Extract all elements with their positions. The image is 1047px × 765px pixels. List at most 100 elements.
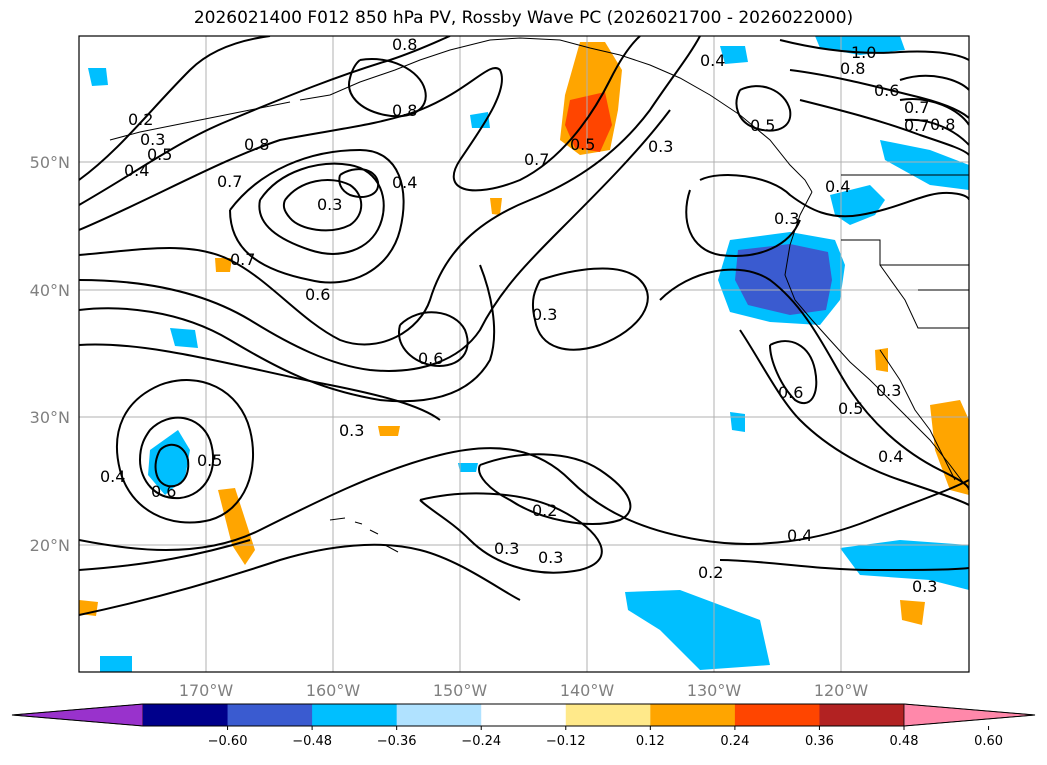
baja-peninsula (879, 349, 956, 481)
contour-27 (398, 311, 469, 367)
contour-7 (79, 343, 441, 421)
colorbar-bin (734, 704, 820, 726)
contour-6 (79, 264, 496, 403)
contour-label: 0.4 (700, 51, 725, 70)
contour-19 (719, 559, 969, 572)
state-borders (841, 174, 969, 329)
pos-anomaly-small-3 (900, 600, 925, 625)
colorbar-tick-label: 0.48 (890, 734, 919, 749)
lon-label-120w: 120°W (814, 681, 869, 700)
contour-22 (154, 443, 190, 488)
pos-anomaly-gulf-alaska-core (565, 92, 612, 152)
lon-labels: 170°W 160°W 150°W 140°W 130°W 120°W (179, 681, 869, 700)
contour-11 (419, 492, 603, 574)
contour-4 (79, 36, 701, 346)
contour-label: 0.4 (878, 447, 903, 466)
contour-label: 0.4 (100, 467, 125, 486)
contour-label: 0.5 (838, 399, 863, 418)
colorbar: −0.60 −0.48 −0.36 −0.24 −0.12 0.12 0.24 0.36 0.4… (11, 703, 1036, 749)
contour-18 (769, 340, 818, 405)
contour-label: 0.7 (230, 250, 255, 269)
contour-label: 0.3 (912, 577, 937, 596)
pv-contours (79, 36, 969, 616)
contour-label: 0.4 (787, 526, 812, 545)
contour-26 (338, 168, 380, 198)
contour-label: 0.8 (392, 35, 417, 54)
contour-label: 0.5 (750, 116, 775, 135)
contour-label: 0.6 (418, 349, 443, 368)
anomaly-shading (79, 36, 969, 672)
colorbar-tick-label: −0.24 (461, 734, 501, 749)
neg-anomaly-small-2 (470, 112, 490, 128)
lon-label-160w: 160°W (306, 681, 361, 700)
contour-label: 0.7 (904, 98, 929, 117)
contour-8 (79, 447, 969, 551)
colorbar-tick-label: 0.24 (720, 734, 749, 749)
contour-24 (258, 162, 385, 255)
colorbar-extend-high (903, 703, 1036, 727)
contour-17 (739, 329, 969, 506)
contour-label: 0.5 (570, 135, 595, 154)
contour-label: 0.3 (494, 539, 519, 558)
lon-label-170w: 170°W (179, 681, 234, 700)
contour-label: 0.7 (524, 150, 549, 169)
contour-label: 0.5 (197, 451, 222, 470)
lat-label-50n: 50°N (30, 153, 70, 172)
contour-2 (79, 36, 451, 206)
map-gridlines (79, 36, 969, 672)
neg-anomaly-ne-pacific-core (735, 244, 832, 315)
contour-label: 1.0 (851, 43, 876, 62)
contour-33 (899, 74, 969, 146)
contour-label: 0.3 (317, 195, 342, 214)
contour-label: 0.8 (930, 115, 955, 134)
contour-21 (138, 416, 215, 500)
hawaii (329, 517, 399, 553)
pos-anomaly-small-6 (490, 198, 502, 215)
colorbar-tick-label: 0.12 (636, 734, 665, 749)
contour-label: 0.3 (339, 421, 364, 440)
contour-16 (685, 189, 801, 257)
neg-anomaly-small-7 (100, 656, 132, 672)
contour-label: 0.8 (244, 135, 269, 154)
alaska-coast (299, 37, 813, 193)
colorbar-tick-label: −0.12 (546, 734, 586, 749)
contour-label: 0.2 (128, 110, 153, 129)
contour-13 (531, 267, 649, 351)
contour-label: 0.5 (147, 145, 172, 164)
lat-label-30n: 30°N (30, 408, 70, 427)
colorbar-bin (565, 704, 651, 726)
colorbar-bin (227, 704, 313, 726)
lat-label-20n: 20°N (30, 536, 70, 555)
colorbar-bin (819, 704, 905, 726)
pos-anomaly-small-5 (875, 348, 888, 372)
contour-25 (282, 179, 363, 232)
colorbar-tick-label: −0.36 (377, 734, 417, 749)
map-area: 1.0 0.8 0.8 0.4 0.8 0.7 0.6 0.5 0.7 0.8 … (79, 35, 969, 672)
pos-anomaly-baja (930, 400, 969, 495)
neg-anomaly-oregon (830, 185, 885, 225)
map-frame (78, 35, 970, 673)
contour-label: 0.3 (140, 130, 165, 149)
colorbar-bin (143, 704, 229, 726)
colorbar-bin (650, 704, 736, 726)
neg-anomaly-small-5 (730, 412, 745, 432)
neg-anomaly-small-4 (170, 328, 198, 348)
contour-label: 0.6 (778, 383, 803, 402)
lon-label-140w: 140°W (560, 681, 615, 700)
contour-9 (79, 539, 251, 571)
colorbar-bin (481, 704, 567, 726)
contour-label: 0.3 (538, 548, 563, 567)
contour-28 (348, 58, 427, 118)
west-coast (784, 191, 966, 486)
lon-label-130w: 130°W (687, 681, 742, 700)
neg-anomaly-small-3 (88, 68, 108, 86)
contour-label: 0.2 (532, 501, 557, 520)
contour-label: 0.3 (648, 137, 673, 156)
colorbar-extend-low (11, 703, 144, 727)
contour-29 (735, 85, 792, 132)
contour-30 (779, 39, 969, 61)
contour-label: 0.4 (392, 173, 417, 192)
lat-labels: 50°N 40°N 30°N 20°N (30, 153, 70, 555)
contour-label: 0.7 (904, 116, 929, 135)
contour-label: 0.8 (840, 59, 865, 78)
